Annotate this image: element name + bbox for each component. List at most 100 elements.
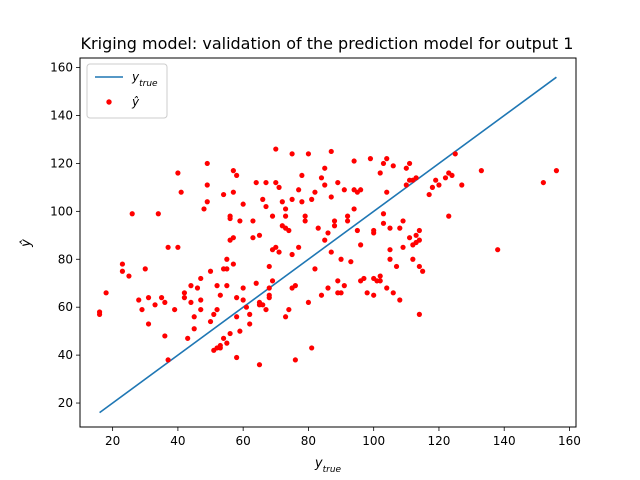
y-axis-label: ŷ bbox=[19, 239, 34, 248]
scatter-point bbox=[269, 213, 276, 219]
scatter-point bbox=[416, 227, 422, 234]
scatter-point bbox=[325, 285, 331, 291]
scatter-point bbox=[328, 194, 334, 200]
scatter-point bbox=[387, 225, 393, 231]
scatter-point bbox=[331, 218, 338, 224]
scatter-point bbox=[207, 318, 214, 325]
scatter-point bbox=[256, 362, 263, 368]
scatter-point bbox=[214, 306, 220, 313]
scatter-point bbox=[155, 211, 161, 217]
scatter-point bbox=[380, 220, 387, 226]
y-tick-label: 60 bbox=[58, 300, 73, 314]
x-tick-label: 60 bbox=[236, 434, 251, 448]
scatter-point bbox=[178, 189, 184, 195]
scatter-point bbox=[299, 199, 305, 205]
scatter-point bbox=[256, 232, 263, 238]
y-tick-label: 80 bbox=[58, 252, 73, 266]
scatter-point bbox=[204, 160, 210, 167]
scatter-point bbox=[416, 263, 422, 270]
scatter-point bbox=[495, 247, 501, 253]
scatter-point bbox=[247, 321, 253, 327]
scatter-point bbox=[384, 189, 390, 195]
scatter-point bbox=[420, 268, 426, 274]
scatter-point bbox=[400, 244, 406, 250]
y-tick-label: 20 bbox=[58, 396, 73, 410]
scatter-point bbox=[145, 321, 152, 327]
scatter-point bbox=[276, 184, 282, 190]
scatter-point bbox=[194, 285, 201, 291]
scatter-point bbox=[260, 302, 266, 308]
scatter-point bbox=[201, 206, 207, 212]
scatter-point bbox=[234, 354, 240, 361]
scatter-point bbox=[413, 175, 419, 181]
plot-frame bbox=[79, 57, 577, 428]
scatter-point bbox=[217, 292, 223, 298]
scatter-point bbox=[403, 165, 409, 171]
scatter-point bbox=[237, 218, 243, 224]
scatter-point bbox=[553, 168, 560, 174]
scatter-point bbox=[371, 230, 377, 236]
scatter-point bbox=[328, 148, 334, 155]
scatter-point bbox=[152, 302, 158, 308]
scatter-point bbox=[165, 357, 171, 363]
y-tick-label: 120 bbox=[50, 156, 73, 170]
scatter-point bbox=[429, 184, 436, 190]
scatter-point bbox=[96, 311, 103, 317]
chart-title: Kriging model: validation of the predict… bbox=[81, 34, 574, 53]
scatter-point bbox=[234, 314, 240, 320]
scatter-point bbox=[325, 230, 331, 236]
scatter-point bbox=[348, 259, 354, 265]
scatter-point bbox=[269, 278, 276, 284]
scatter-point bbox=[276, 249, 282, 255]
scatter-point bbox=[224, 283, 230, 289]
scatter-point bbox=[387, 256, 393, 262]
scatter-point bbox=[230, 261, 236, 267]
scatter-point bbox=[243, 304, 250, 310]
scatter-point bbox=[309, 196, 315, 202]
scatter-point bbox=[191, 326, 197, 332]
scatter-point bbox=[426, 191, 432, 198]
scatter-point bbox=[103, 290, 109, 296]
scatter-point bbox=[158, 295, 165, 301]
y-tick-label: 40 bbox=[58, 348, 73, 362]
scatter-point bbox=[240, 285, 246, 291]
scatter-point bbox=[380, 160, 387, 167]
scatter-point bbox=[406, 160, 413, 167]
scatter-point bbox=[273, 179, 279, 186]
scatter-point bbox=[282, 213, 289, 219]
scatter-point bbox=[273, 244, 279, 250]
scatter-point bbox=[341, 283, 347, 289]
scatter-point bbox=[296, 244, 302, 250]
scatter-point bbox=[266, 285, 272, 291]
scatter-point bbox=[217, 342, 223, 349]
scatter-point bbox=[198, 275, 204, 282]
scatter-point bbox=[312, 189, 318, 195]
scatter-point bbox=[338, 290, 344, 296]
scatter-point bbox=[263, 179, 269, 186]
scatter-point bbox=[198, 306, 204, 313]
scatter-point bbox=[540, 179, 546, 186]
scatter-point bbox=[397, 297, 403, 303]
scatter-point bbox=[390, 163, 396, 169]
scatter-point bbox=[142, 266, 148, 272]
scatter-point bbox=[188, 299, 194, 306]
scatter-point bbox=[286, 306, 292, 313]
scatter-point bbox=[227, 213, 233, 219]
scatter-point bbox=[292, 283, 298, 289]
scatter-point bbox=[318, 292, 325, 298]
scatter-point bbox=[358, 187, 364, 193]
scatter-point bbox=[204, 182, 210, 188]
x-tick-label: 80 bbox=[301, 434, 316, 448]
scatter-point bbox=[400, 218, 406, 224]
scatter-point bbox=[234, 172, 240, 179]
scatter-point bbox=[279, 199, 285, 205]
scatter-point bbox=[309, 345, 315, 351]
scatter-point bbox=[380, 211, 387, 217]
y-axis: 20 40 60 80 100 120 140 160 bbox=[50, 61, 80, 410]
legend-label-y-hat: ŷ bbox=[131, 95, 140, 109]
scatter-point bbox=[322, 165, 328, 171]
scatter-point bbox=[240, 297, 246, 303]
scatter-point bbox=[377, 278, 383, 284]
x-axis: 20 40 60 80 100 120 140 160 bbox=[105, 427, 581, 448]
scatter-point bbox=[377, 170, 383, 176]
